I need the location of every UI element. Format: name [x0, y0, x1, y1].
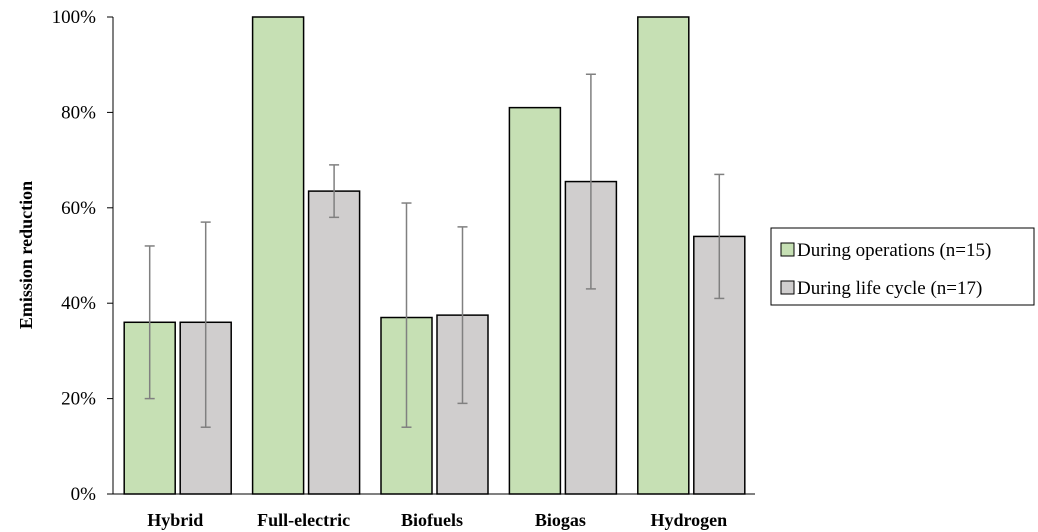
x-axis: Hybrid Full-electric Biofuels Biogas Hydroge…: [113, 493, 755, 530]
bar-operations-full-electric: [251, 16, 305, 495]
error-bars: [144, 73, 725, 428]
bar-life-cycle-full-electric: [307, 190, 361, 495]
bars: [123, 16, 746, 495]
bar-operations-biogas: [508, 106, 562, 495]
y-tick-label: 20%: [61, 389, 96, 410]
x-category-label: Biogas: [535, 510, 586, 530]
legend: During operations (n=15) During life cycl…: [770, 227, 1035, 306]
legend-box: [770, 227, 1035, 306]
bar-operations-hydrogen: [637, 16, 690, 495]
y-tick-label: 80%: [61, 102, 96, 123]
y-tick-label: 40%: [61, 293, 96, 314]
y-tick-label: 60%: [61, 198, 96, 219]
x-category-label: Hybrid: [147, 510, 203, 530]
x-category-label: Full-electric: [257, 510, 350, 530]
x-category-label: Biofuels: [401, 510, 463, 530]
y-tick-label: 100%: [52, 7, 97, 28]
y-axis: 0% 20% 40% 60% 80% 100%: [52, 7, 114, 505]
legend-swatch-life-cycle: [780, 280, 795, 295]
legend-label-life-cycle: During life cycle (n=17): [797, 278, 982, 299]
x-category-label: Hydrogen: [650, 510, 727, 530]
y-tick-label: 0%: [71, 484, 97, 505]
y-axis-label: Emission reduction: [16, 181, 36, 329]
legend-label-operations: During operations (n=15): [797, 240, 991, 261]
legend-swatch-operations: [780, 242, 795, 257]
